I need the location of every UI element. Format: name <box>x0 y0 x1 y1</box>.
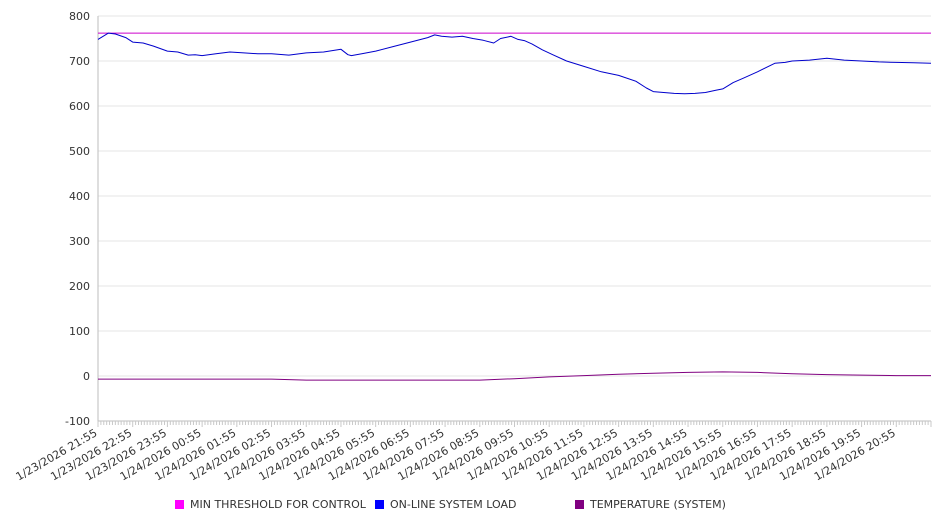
y-tick-label: 600 <box>69 100 90 113</box>
y-tick-label: 800 <box>69 10 90 23</box>
series-system-load <box>97 32 932 95</box>
y-tick-label: 0 <box>83 370 90 383</box>
x-tick-labels: 1/23/2026 21:551/23/2026 22:551/23/2026 … <box>14 426 898 483</box>
legend-label-temperature: TEMPERATURE (SYSTEM) <box>590 498 726 511</box>
y-tick-label: 700 <box>69 55 90 68</box>
legend-swatch-temperature <box>575 500 584 509</box>
series-lines <box>97 32 932 381</box>
legend: MIN THRESHOLD FOR CONTROL ON-LINE SYSTEM… <box>0 498 946 514</box>
y-tick-label: 400 <box>69 190 90 203</box>
legend-label-threshold: MIN THRESHOLD FOR CONTROL <box>190 498 366 511</box>
grid-lines <box>98 15 931 422</box>
y-tick-label: 200 <box>69 280 90 293</box>
legend-label-system-load: ON-LINE SYSTEM LOAD <box>390 498 517 511</box>
legend-item-temperature[interactable]: TEMPERATURE (SYSTEM) <box>575 498 726 511</box>
y-tick-label: -100 <box>65 415 90 428</box>
legend-item-threshold[interactable]: MIN THRESHOLD FOR CONTROL <box>175 498 366 511</box>
y-tick-label: 100 <box>69 325 90 338</box>
y-tick-label: 300 <box>69 235 90 248</box>
legend-swatch-system-load <box>375 500 384 509</box>
legend-item-system-load[interactable]: ON-LINE SYSTEM LOAD <box>375 498 516 511</box>
y-tick-label: 500 <box>69 145 90 158</box>
legend-swatch-threshold <box>175 500 184 509</box>
y-tick-labels: -100 0 100 200 300 400 500 600 700 800 <box>65 10 90 428</box>
series-temperature <box>98 371 931 381</box>
axes <box>97 16 932 427</box>
